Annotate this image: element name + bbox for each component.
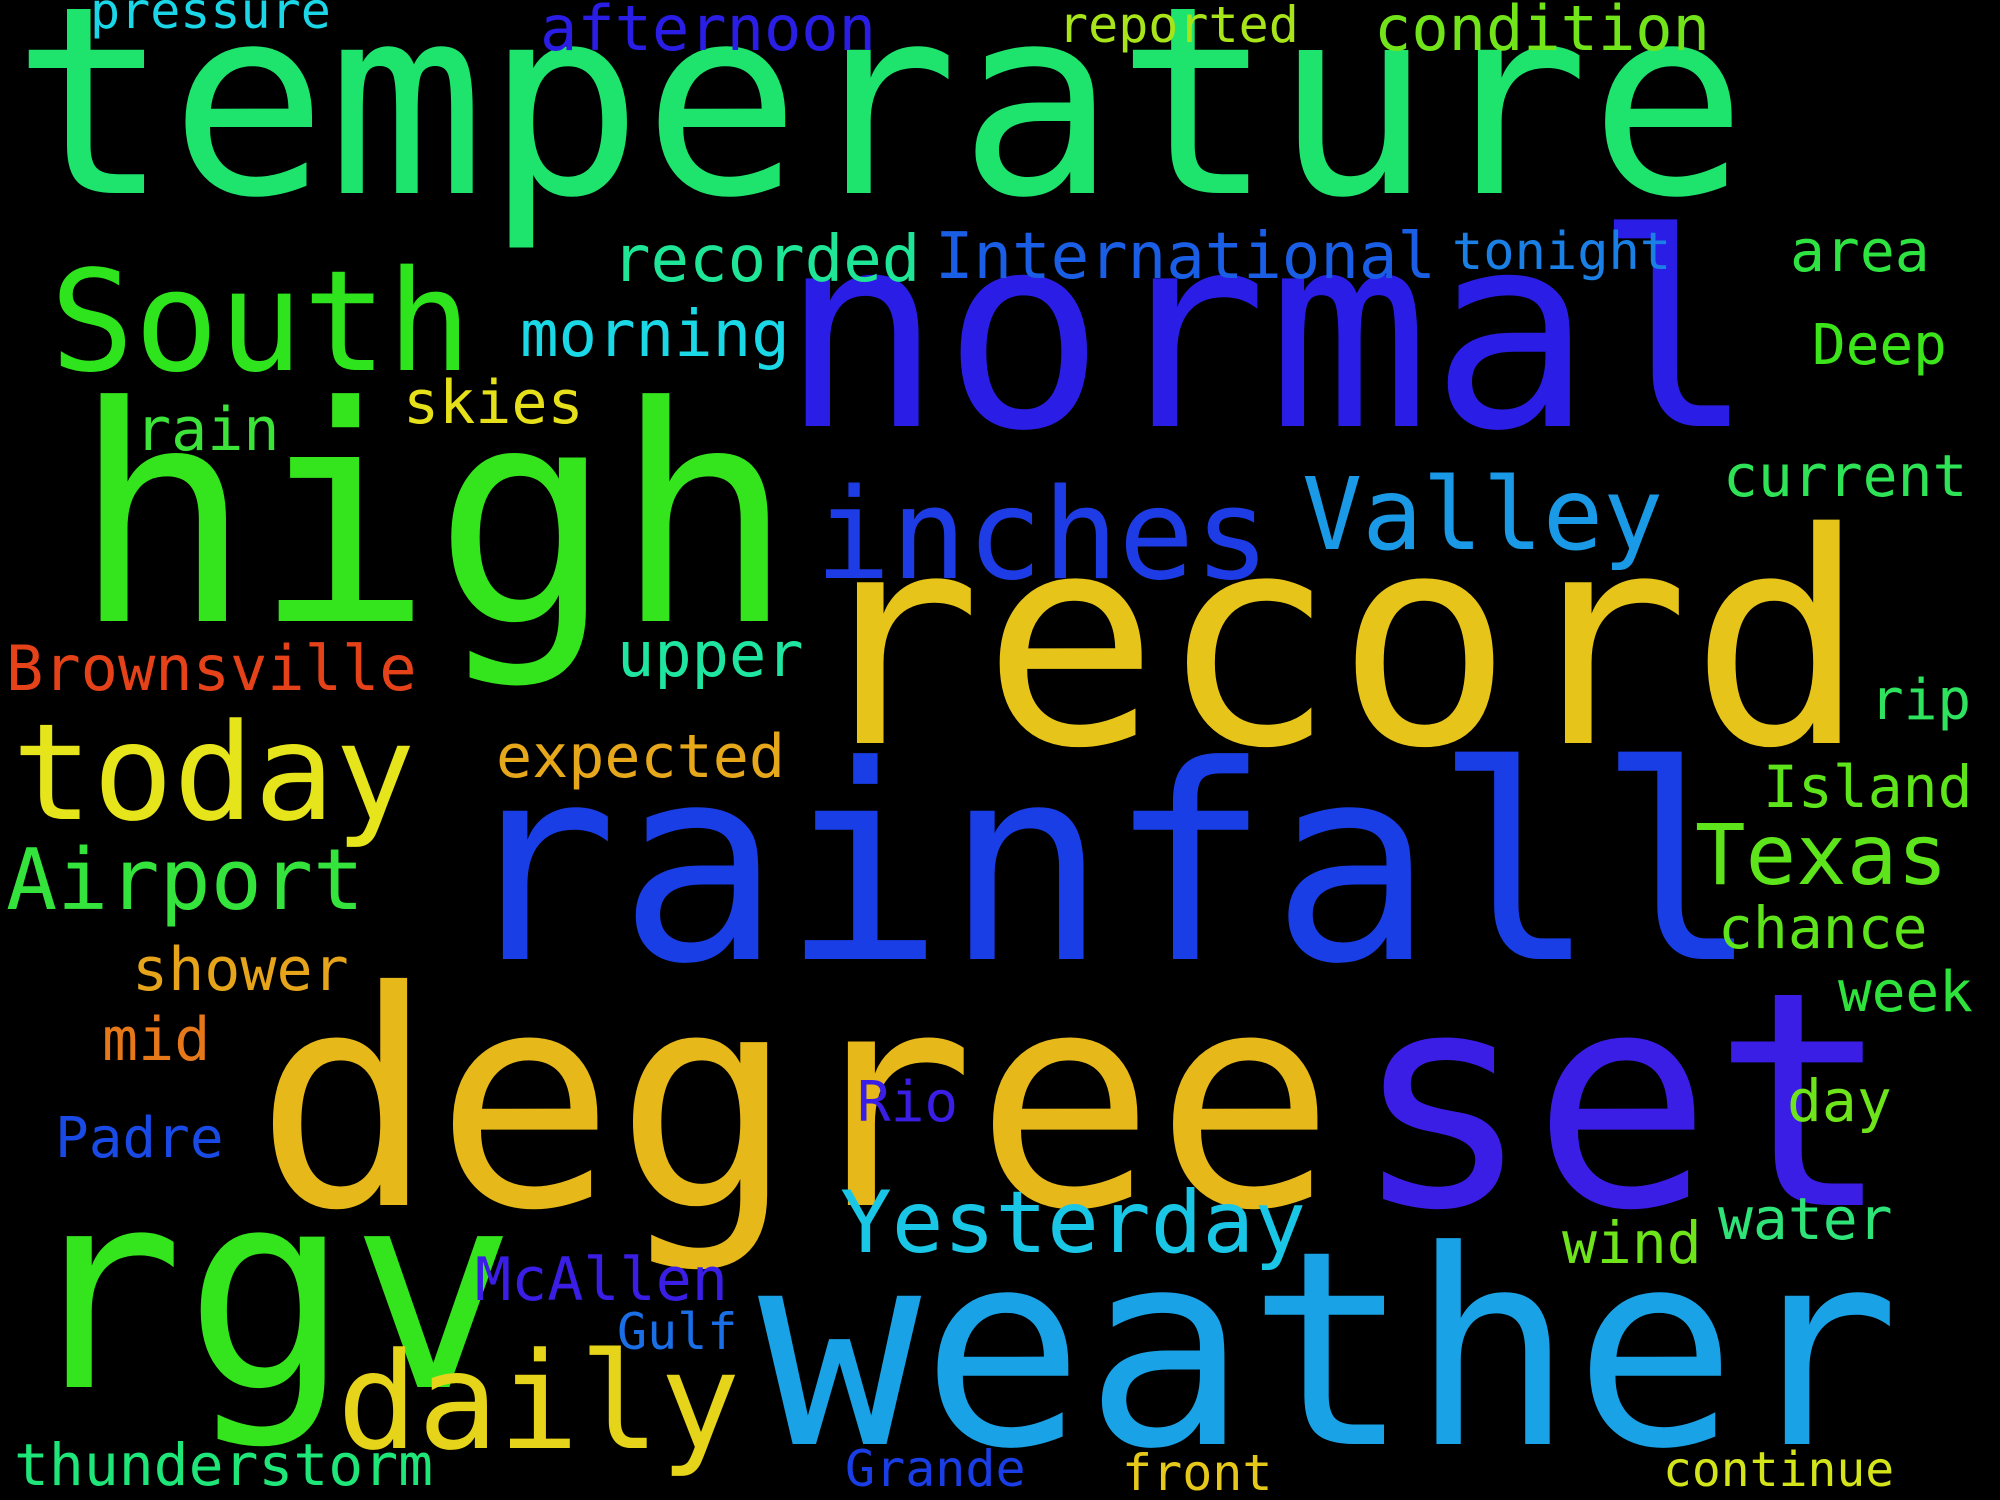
word-mid: mid bbox=[102, 1005, 211, 1075]
word-today: today bbox=[12, 695, 416, 851]
word-temperature: temperature bbox=[12, 0, 1748, 255]
word-rgv: rgv bbox=[18, 1132, 517, 1453]
word-day: day bbox=[1787, 1067, 1892, 1135]
word-shower: shower bbox=[132, 935, 349, 1005]
word-continue: continue bbox=[1663, 1442, 1895, 1498]
word-reported: reported bbox=[1058, 0, 1299, 54]
word-morning: morning bbox=[520, 298, 790, 372]
word-rainfall: rainfall bbox=[455, 707, 1761, 1023]
word-skies: skies bbox=[403, 368, 584, 438]
word-rip: rip bbox=[1870, 668, 1972, 733]
word-South: South bbox=[50, 241, 472, 404]
word-daily: daily bbox=[337, 1324, 741, 1480]
word-Grande: Grande bbox=[845, 1440, 1026, 1498]
word-weather: weather bbox=[758, 1192, 1901, 1500]
word-current: current bbox=[1723, 442, 1968, 510]
word-condition: condition bbox=[1374, 0, 1710, 65]
word-degree: degree bbox=[255, 927, 1336, 1276]
word-upper: upper bbox=[617, 618, 804, 691]
word-pressure: pressure bbox=[90, 0, 331, 40]
word-Island: Island bbox=[1763, 753, 1973, 821]
word-area: area bbox=[1790, 217, 1930, 285]
word-Rio: Rio bbox=[857, 1070, 959, 1135]
word-Brownsville: Brownsville bbox=[6, 632, 417, 705]
word-expected: expected bbox=[496, 722, 785, 792]
word-Airport: Airport bbox=[6, 831, 365, 930]
word-week: week bbox=[1838, 960, 1973, 1025]
word-recorded: recorded bbox=[612, 223, 921, 297]
word-McAllen: McAllen bbox=[475, 1245, 728, 1315]
word-normal: normal bbox=[780, 175, 1756, 490]
word-water: water bbox=[1718, 1185, 1893, 1253]
word-inches: inches bbox=[815, 461, 1271, 608]
word-chance: chance bbox=[1718, 894, 1928, 962]
word-Valley: Valley bbox=[1302, 456, 1664, 573]
word-Texas: Texas bbox=[1695, 806, 1948, 904]
word-set: set bbox=[1352, 927, 1893, 1276]
word-Padre: Padre bbox=[55, 1106, 224, 1171]
word-Gulf: Gulf bbox=[617, 1303, 738, 1361]
word-International: International bbox=[935, 220, 1436, 294]
word-rain: rain bbox=[135, 395, 280, 465]
word-high: high bbox=[72, 343, 795, 692]
word-Yesterday: Yesterday bbox=[840, 1173, 1306, 1273]
word-wind: wind bbox=[1562, 1209, 1702, 1277]
word-afternoon: afternoon bbox=[540, 0, 876, 65]
word-thunderstorm: thunderstorm bbox=[14, 1431, 434, 1499]
word-tonight: tonight bbox=[1452, 222, 1672, 282]
word-Deep: Deep bbox=[1812, 313, 1947, 378]
word-front: front bbox=[1122, 1444, 1273, 1500]
word-record: record bbox=[805, 471, 1868, 813]
